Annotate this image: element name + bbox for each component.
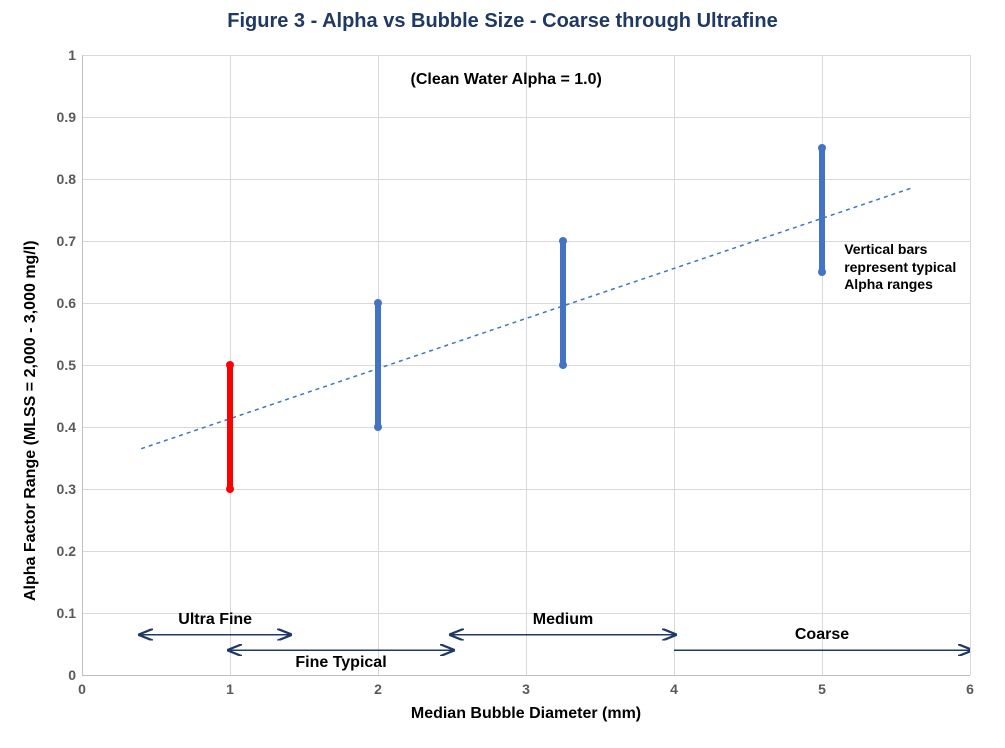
x-tick-label: 2: [374, 681, 382, 697]
y-tick-label: 0.6: [48, 295, 76, 311]
alpha-range-endcap: [559, 361, 567, 369]
category-label: Coarse: [795, 626, 849, 644]
y-axis-line: [82, 55, 83, 675]
alpha-range-endcap: [226, 361, 234, 369]
gridline-horizontal: [82, 179, 970, 180]
category-label: Medium: [533, 611, 593, 629]
chart-container: Figure 3 - Alpha vs Bubble Size - Coarse…: [0, 0, 1005, 748]
alpha-range-endcap: [818, 144, 826, 152]
gridline-horizontal: [82, 551, 970, 552]
category-label: Fine Typical: [295, 654, 386, 672]
x-tick-label: 4: [670, 681, 678, 697]
y-tick-label: 0.8: [48, 171, 76, 187]
gridline-horizontal: [82, 427, 970, 428]
y-tick-label: 0.5: [48, 357, 76, 373]
chart-title: Figure 3 - Alpha vs Bubble Size - Coarse…: [0, 10, 1005, 33]
alpha-range-endcap: [559, 237, 567, 245]
gridline-horizontal: [82, 55, 970, 56]
gridline-horizontal: [82, 489, 970, 490]
y-tick-label: 0.3: [48, 481, 76, 497]
y-tick-label: 0.1: [48, 605, 76, 621]
gridline-horizontal: [82, 365, 970, 366]
gridline-horizontal: [82, 303, 970, 304]
y-axis-label: Alpha Factor Range (MLSS = 2,000 - 3,000…: [22, 240, 40, 601]
gridline-horizontal: [82, 117, 970, 118]
category-label: Ultra Fine: [178, 611, 252, 629]
alpha-range-endcap: [374, 423, 382, 431]
x-axis-line: [82, 675, 970, 676]
y-tick-label: 0.4: [48, 419, 76, 435]
y-tick-label: 0.7: [48, 233, 76, 249]
alpha-range-bar: [227, 365, 233, 489]
alpha-range-bar: [375, 303, 381, 427]
alpha-range-endcap: [226, 485, 234, 493]
plot-area: 012345600.10.20.30.40.50.60.70.80.91 Ult…: [82, 55, 970, 675]
y-tick-label: 0: [48, 667, 76, 683]
x-tick-label: 0: [78, 681, 86, 697]
y-tick-label: 0.9: [48, 109, 76, 125]
alpha-range-bar: [819, 148, 825, 272]
gridline-horizontal: [82, 241, 970, 242]
x-tick-label: 3: [522, 681, 530, 697]
alpha-range-endcap: [818, 268, 826, 276]
x-tick-label: 1: [226, 681, 234, 697]
y-tick-label: 0.2: [48, 543, 76, 559]
alpha-range-bar: [560, 241, 566, 365]
x-axis-label: Median Bubble Diameter (mm): [82, 705, 970, 723]
alpha-range-endcap: [374, 299, 382, 307]
y-tick-label: 1: [48, 47, 76, 63]
x-tick-label: 5: [818, 681, 826, 697]
side-note: Vertical barsrepresent typicalAlpha rang…: [844, 241, 956, 294]
clean-water-note: (Clean Water Alpha = 1.0): [411, 71, 602, 89]
x-tick-label: 6: [966, 681, 974, 697]
